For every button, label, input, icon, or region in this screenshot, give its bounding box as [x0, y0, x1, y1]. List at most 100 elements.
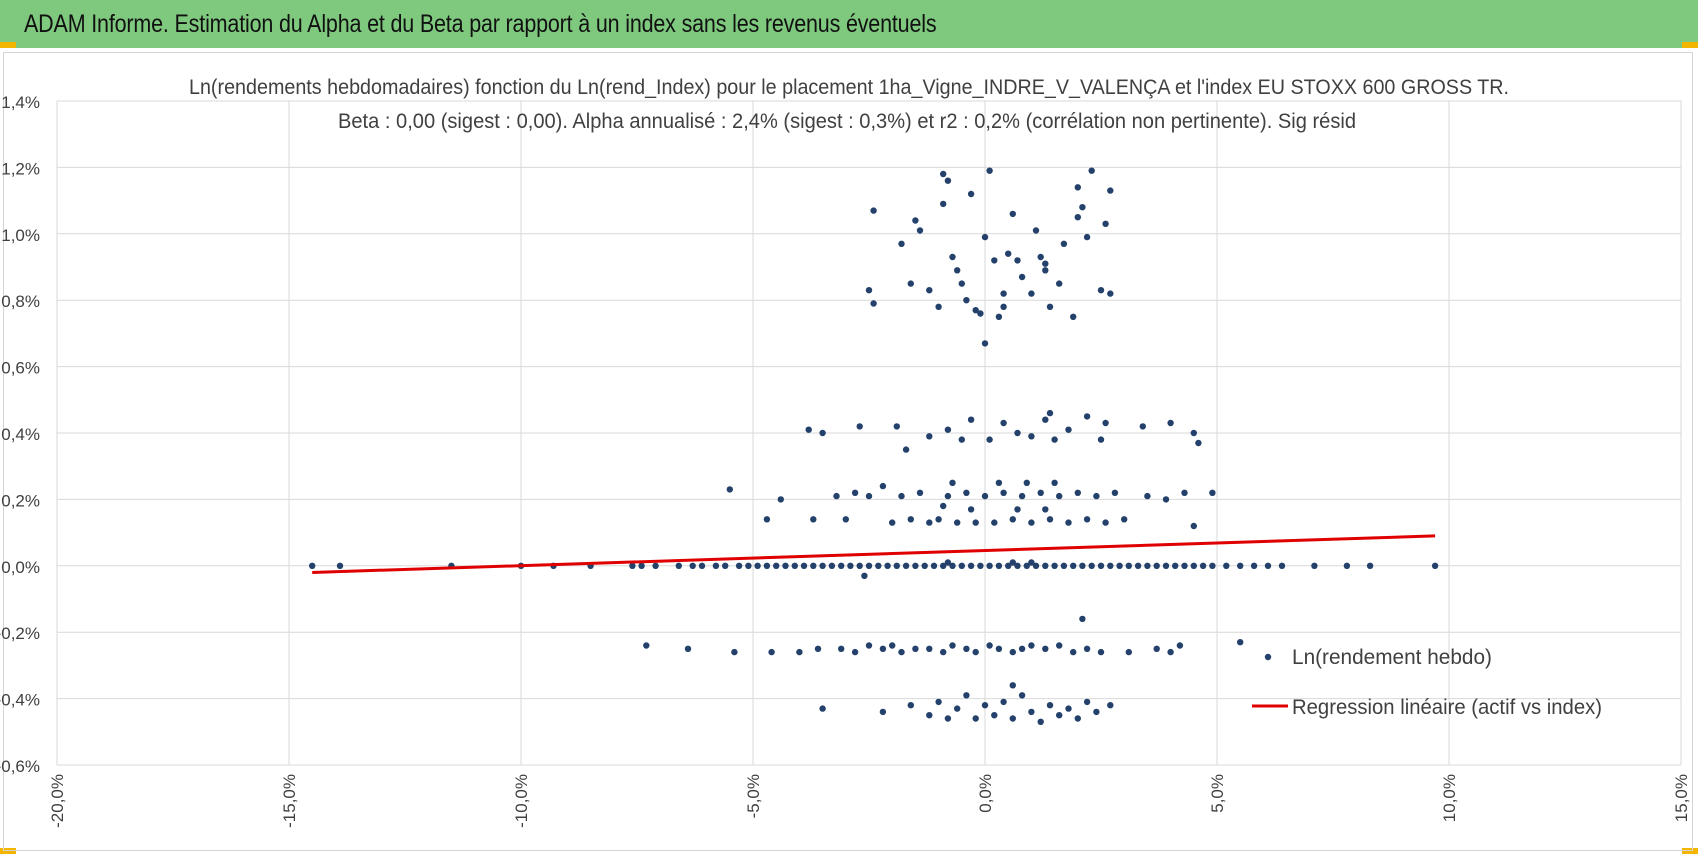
scatter-point	[986, 562, 993, 569]
scatter-point	[916, 489, 924, 496]
scatter-point	[1060, 240, 1068, 247]
scatter-point	[638, 562, 645, 569]
scatter-point	[1125, 648, 1133, 656]
scatter-point	[981, 702, 989, 709]
scatter-point	[1056, 492, 1063, 500]
scatter-point	[981, 340, 989, 347]
scatter-point	[1005, 562, 1012, 569]
scatter-point	[1000, 419, 1007, 427]
scatter-point	[1056, 642, 1063, 649]
x-tick-label: 5,0%	[1208, 774, 1227, 813]
scatter-point	[972, 307, 979, 314]
legend-label-scatter: Ln(rendement hebdo)	[1292, 646, 1492, 669]
scatter-point	[958, 562, 965, 569]
scatter-point	[1046, 702, 1054, 709]
scatter-point	[1000, 698, 1007, 706]
scatter-point	[1051, 479, 1058, 486]
scatter-point	[1018, 273, 1026, 281]
legend-label-regression: Regression linéaire (actif vs index)	[1292, 696, 1602, 719]
scatter-point	[981, 233, 989, 241]
scatter-point	[1144, 492, 1151, 500]
scatter-point	[643, 642, 650, 649]
scatter-point	[977, 310, 984, 317]
scatter-point	[1074, 184, 1082, 191]
scatter-point	[1167, 419, 1174, 427]
scatter-point	[1134, 562, 1142, 569]
scatter-point	[1153, 562, 1160, 569]
scatter-point	[1065, 705, 1072, 712]
scatter-point	[1051, 562, 1058, 569]
scatter-point	[819, 705, 826, 712]
scatter-point	[1366, 562, 1374, 569]
scatter-point	[991, 257, 998, 264]
scatter-point	[926, 433, 933, 440]
scatter-point	[1223, 562, 1230, 569]
scatter-point	[940, 200, 947, 208]
scatter-point	[1042, 645, 1049, 652]
scatter-point	[1079, 204, 1086, 211]
scatter-point	[902, 446, 910, 453]
scatter-point	[712, 562, 720, 569]
y-tick-label: 0,6%	[1, 359, 40, 378]
scatter-point	[1000, 303, 1007, 310]
scatter-point	[865, 562, 873, 569]
scatter-points	[309, 167, 1439, 725]
scatter-point	[838, 562, 845, 569]
scatter-point	[1237, 639, 1244, 646]
scatter-point	[1097, 648, 1105, 656]
scatter-point	[1023, 562, 1030, 569]
scatter-point	[763, 516, 771, 523]
scatter-point	[935, 516, 942, 523]
y-axis-ticks: -0,6% -0,4% -0,2% 0,0% 0,2% 0,4% 0,6% 0,8% 1,0% 1…	[0, 93, 40, 776]
scatter-point	[912, 645, 919, 652]
scatter-point	[796, 648, 803, 656]
scatter-point	[828, 562, 836, 569]
y-tick-label: 1,2%	[1, 159, 40, 178]
scatter-point	[1028, 642, 1035, 649]
scatter-point	[1042, 506, 1049, 513]
scatter-point	[1083, 698, 1091, 706]
scatter-point	[1088, 167, 1095, 174]
scatter-point	[1343, 562, 1351, 569]
scatter-point	[856, 423, 863, 430]
corner-marker-bottom-left	[0, 848, 16, 854]
scatter-point	[847, 562, 854, 569]
scatter-point	[1107, 702, 1114, 709]
scatter-point	[851, 489, 859, 496]
scatter-point	[731, 648, 738, 656]
scatter-point	[963, 297, 970, 304]
scatter-point	[1046, 409, 1054, 417]
scatter-point	[861, 572, 868, 579]
scatter-point	[1083, 413, 1091, 420]
scatter-point	[819, 429, 826, 437]
scatter-point	[958, 280, 965, 287]
scatter-point	[944, 426, 952, 433]
chart-title: Ln(rendements hebdomadaires) fonction du…	[189, 76, 1509, 99]
scatter-point	[814, 645, 822, 652]
scatter-point	[1195, 439, 1202, 447]
scatter-point	[1190, 522, 1198, 530]
scatter-point	[967, 416, 975, 423]
scatter-point	[1088, 562, 1095, 569]
scatter-point	[1009, 516, 1016, 523]
chart-grid	[56, 100, 1682, 766]
scatter-point	[1102, 419, 1109, 427]
scatter-point	[1028, 433, 1035, 440]
scatter-point	[1181, 489, 1188, 496]
scatter-point	[773, 562, 780, 569]
scatter-point	[1009, 648, 1016, 656]
scatter-point	[907, 280, 914, 287]
scatter-point	[1032, 562, 1040, 569]
scatter-point	[944, 492, 952, 500]
scatter-point	[1014, 506, 1021, 513]
y-tick-label: 0,8%	[1, 292, 40, 311]
scatter-point	[1107, 290, 1114, 297]
scatter-point	[1009, 715, 1016, 722]
scatter-point	[889, 642, 896, 649]
scatter-point	[991, 519, 998, 526]
scatter-point	[805, 426, 812, 433]
scatter-point	[926, 645, 933, 652]
scatter-point	[629, 562, 636, 569]
